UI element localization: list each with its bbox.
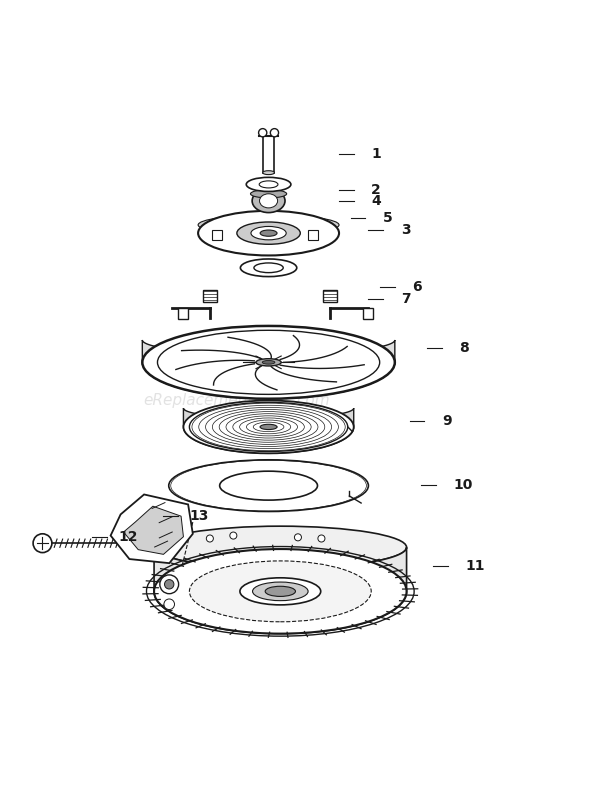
Circle shape (294, 533, 301, 541)
Ellipse shape (189, 561, 371, 622)
Circle shape (230, 532, 237, 539)
Circle shape (164, 599, 175, 610)
Ellipse shape (254, 263, 283, 272)
Text: 3: 3 (401, 223, 410, 237)
PathPatch shape (142, 340, 395, 399)
FancyBboxPatch shape (212, 230, 222, 240)
Ellipse shape (240, 578, 321, 605)
Ellipse shape (154, 526, 407, 569)
Ellipse shape (260, 425, 277, 429)
Ellipse shape (240, 259, 297, 276)
FancyBboxPatch shape (178, 308, 188, 320)
Circle shape (160, 575, 179, 594)
Circle shape (258, 129, 267, 137)
Ellipse shape (265, 586, 296, 597)
Circle shape (318, 535, 325, 542)
Ellipse shape (219, 471, 317, 500)
Ellipse shape (260, 230, 277, 236)
FancyBboxPatch shape (308, 230, 317, 240)
Ellipse shape (158, 330, 380, 394)
Circle shape (33, 533, 52, 553)
PathPatch shape (183, 409, 354, 453)
Ellipse shape (252, 189, 285, 212)
Circle shape (206, 535, 214, 542)
Ellipse shape (246, 177, 291, 191)
Ellipse shape (237, 222, 300, 244)
Polygon shape (323, 290, 337, 302)
Ellipse shape (253, 582, 308, 601)
FancyBboxPatch shape (362, 308, 373, 320)
Text: 13: 13 (189, 509, 209, 523)
Text: 8: 8 (460, 340, 469, 355)
Ellipse shape (169, 460, 368, 512)
Ellipse shape (142, 326, 395, 399)
Circle shape (270, 129, 278, 137)
FancyBboxPatch shape (263, 136, 274, 173)
Ellipse shape (251, 227, 286, 239)
Ellipse shape (259, 181, 278, 188)
Ellipse shape (256, 359, 281, 366)
Text: 1: 1 (371, 147, 381, 161)
Polygon shape (123, 506, 183, 554)
PathPatch shape (154, 547, 407, 634)
Ellipse shape (251, 190, 287, 198)
Ellipse shape (183, 400, 354, 453)
Text: eReplacementParts.com: eReplacementParts.com (143, 393, 330, 408)
Text: 10: 10 (454, 478, 473, 492)
Text: 9: 9 (442, 414, 451, 428)
Text: 7: 7 (401, 292, 410, 307)
Text: 12: 12 (119, 529, 138, 544)
Text: 5: 5 (383, 211, 393, 225)
Text: 2: 2 (371, 183, 381, 197)
Ellipse shape (263, 171, 274, 175)
Ellipse shape (198, 215, 339, 235)
Text: 11: 11 (466, 559, 485, 573)
Ellipse shape (260, 194, 278, 208)
Polygon shape (203, 290, 217, 302)
Polygon shape (110, 494, 193, 563)
Text: 4: 4 (371, 194, 381, 207)
Ellipse shape (198, 211, 339, 256)
Text: 6: 6 (412, 280, 422, 294)
Ellipse shape (154, 549, 407, 634)
Ellipse shape (263, 360, 275, 364)
Circle shape (165, 580, 174, 589)
